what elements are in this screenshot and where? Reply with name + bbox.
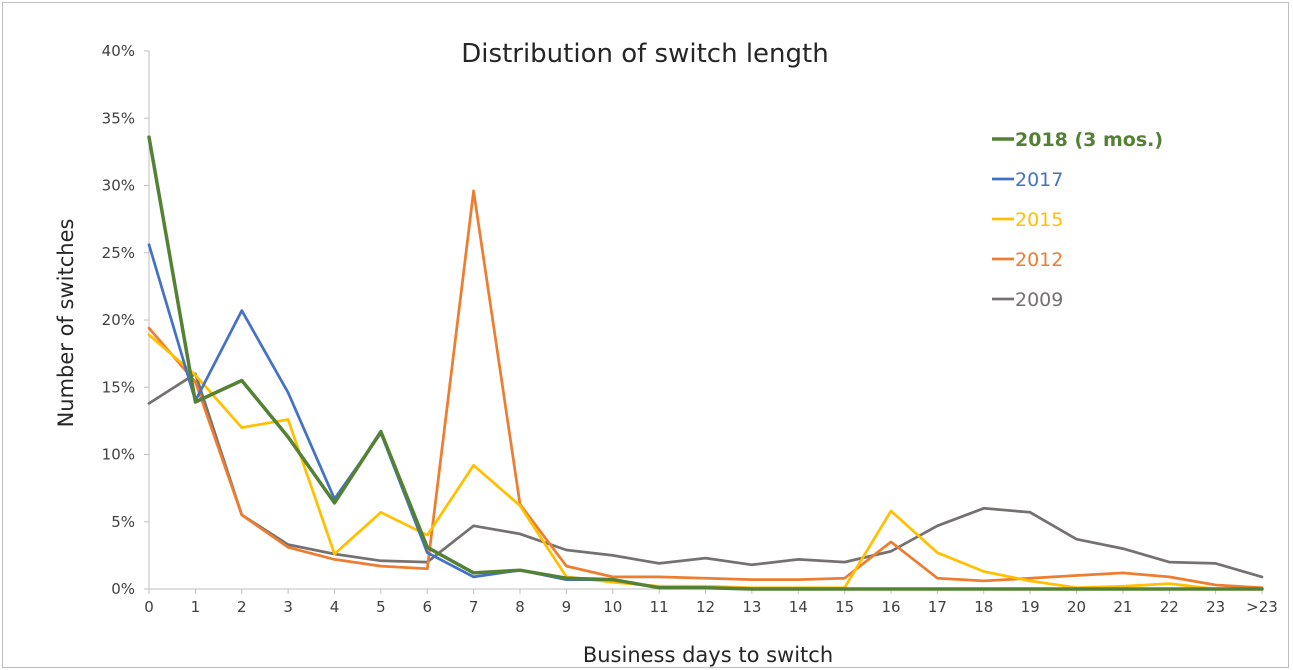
x-tick-label: >23 <box>1246 598 1278 616</box>
x-tick-label: 7 <box>469 598 479 616</box>
y-tick-label: 35% <box>102 109 135 127</box>
x-tick-label: 5 <box>376 598 386 616</box>
line-chart: Distribution of switch length Number of … <box>54 39 1278 667</box>
x-tick-labels: 0 1 2 3 4 5 6 7 8 9 10 11 12 13 14 15 16 17 18 19 20 21 22 23 >2… <box>144 589 1278 616</box>
series-line-2018-3-mos <box>147 135 1264 591</box>
x-tick-label: 21 <box>1113 598 1132 616</box>
x-tick-label: 4 <box>330 598 340 616</box>
x-tick-label: 14 <box>789 598 808 616</box>
y-tick-label: 25% <box>102 244 135 262</box>
series-lines <box>147 135 1264 591</box>
series-line-2017 <box>147 243 1264 591</box>
x-tick-label: 0 <box>144 598 154 616</box>
x-tick-label: 12 <box>696 598 715 616</box>
x-tick-label: 19 <box>1021 598 1040 616</box>
y-tick-label: 5% <box>111 513 135 531</box>
y-tick-label: 0% <box>111 580 135 598</box>
legend-label: 2017 <box>1015 169 1063 191</box>
series-line-2012 <box>147 189 1264 590</box>
x-tick-label: 9 <box>562 598 572 616</box>
x-tick-label: 1 <box>191 598 201 616</box>
x-tick-label: 15 <box>835 598 854 616</box>
y-tick-label: 40% <box>102 42 135 60</box>
y-tick-label: 20% <box>102 311 135 329</box>
chart-title: Distribution of switch length <box>461 39 828 69</box>
legend-label: 2012 <box>1015 249 1063 271</box>
x-tick-label: 6 <box>422 598 432 616</box>
x-tick-label: 17 <box>928 598 947 616</box>
x-tick-label: 16 <box>881 598 900 616</box>
x-tick-label: 10 <box>603 598 622 616</box>
y-tick-label: 15% <box>102 378 135 396</box>
x-tick-label: 23 <box>1206 598 1225 616</box>
x-tick-label: 8 <box>515 598 525 616</box>
legend-label: 2015 <box>1015 209 1063 231</box>
y-axis-title: Number of switches <box>54 219 78 428</box>
y-tick-label: 30% <box>102 177 135 195</box>
legend-label: 2009 <box>1015 289 1063 311</box>
x-tick-label: 20 <box>1067 598 1086 616</box>
legend-label: 2018 (3 mos.) <box>1015 129 1163 151</box>
x-tick-label: 3 <box>283 598 293 616</box>
x-axis-title: Business days to switch <box>583 643 833 667</box>
x-tick-label: 13 <box>742 598 761 616</box>
legend: 2018 (3 mos.) 2017 2015 2012 2009 <box>992 129 1163 311</box>
y-tick-labels: 0% 5% 10% 15% 20% 25% 30% 35% 40% <box>102 42 149 598</box>
x-tick-label: 2 <box>237 598 247 616</box>
y-tick-label: 10% <box>102 446 135 464</box>
x-tick-label: 11 <box>650 598 669 616</box>
x-tick-label: 18 <box>974 598 993 616</box>
x-tick-label: 22 <box>1160 598 1179 616</box>
